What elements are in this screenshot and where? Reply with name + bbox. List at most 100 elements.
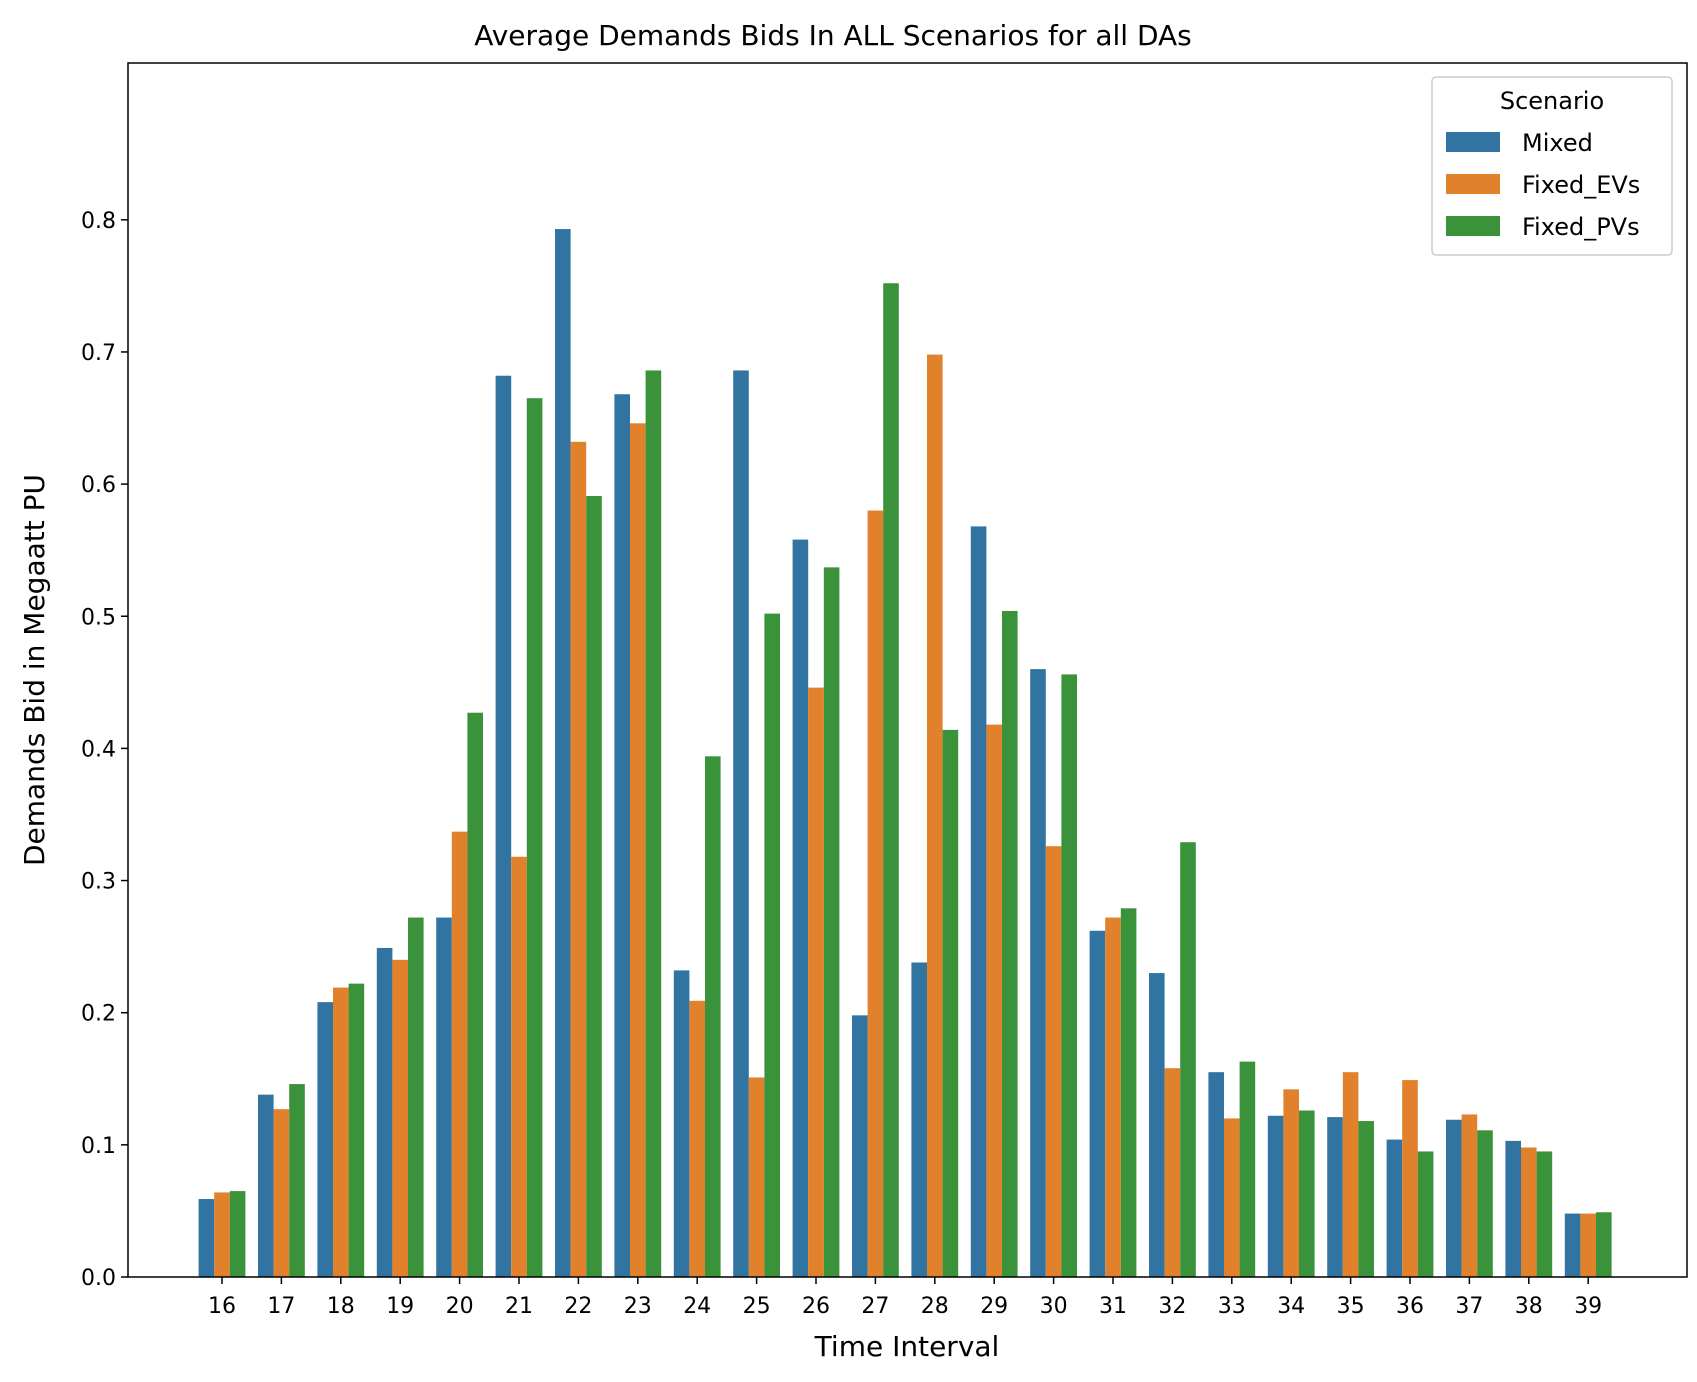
bar-fixed_evs-35 bbox=[1342, 1072, 1359, 1277]
bar-fixed_pvs-27 bbox=[883, 283, 899, 1277]
bar-fixed_pvs-38 bbox=[1536, 1151, 1553, 1277]
x-tick-label: 36 bbox=[1396, 1294, 1424, 1319]
y-tick-label: 0.5 bbox=[81, 605, 116, 630]
x-tick-label: 19 bbox=[386, 1294, 414, 1319]
bar-fixed_pvs-36 bbox=[1417, 1151, 1434, 1277]
bar-fixed_evs-39 bbox=[1580, 1213, 1596, 1277]
bar-fixed_evs-30 bbox=[1045, 846, 1062, 1277]
y-tick-label: 0.7 bbox=[81, 341, 116, 366]
bar-mixed-27 bbox=[852, 1015, 868, 1277]
bar-fixed_evs-32 bbox=[1164, 1068, 1181, 1277]
x-tick-label: 28 bbox=[921, 1294, 949, 1319]
bar-fixed_pvs-31 bbox=[1120, 908, 1137, 1277]
x-tick-label: 26 bbox=[802, 1294, 830, 1319]
bar-mixed-24 bbox=[673, 970, 690, 1277]
bar-mixed-31 bbox=[1089, 930, 1106, 1277]
x-tick-label: 37 bbox=[1455, 1294, 1483, 1319]
bar-fixed_evs-29 bbox=[986, 724, 1002, 1277]
y-tick-label: 0.3 bbox=[81, 870, 116, 895]
bar-mixed-36 bbox=[1386, 1139, 1403, 1277]
y-tick-label: 0.8 bbox=[81, 209, 116, 234]
bar-mixed-39 bbox=[1564, 1213, 1581, 1277]
bar-fixed_evs-23 bbox=[630, 423, 646, 1277]
x-tick-label: 25 bbox=[743, 1294, 771, 1319]
bar-fixed_pvs-20 bbox=[467, 712, 483, 1277]
x-tick-label: 22 bbox=[564, 1294, 592, 1319]
bar-mixed-19 bbox=[376, 947, 393, 1277]
x-tick-label: 39 bbox=[1574, 1294, 1602, 1319]
bar-fixed_pvs-28 bbox=[942, 729, 959, 1277]
legend-label-fixed_pvs: Fixed_PVs bbox=[1522, 213, 1640, 241]
bar-fixed_pvs-26 bbox=[823, 567, 840, 1277]
x-tick-label: 21 bbox=[505, 1294, 533, 1319]
bar-mixed-34 bbox=[1267, 1115, 1284, 1277]
legend-swatch-fixed_pvs bbox=[1446, 216, 1500, 236]
bar-mixed-33 bbox=[1208, 1072, 1224, 1277]
legend-swatch-fixed_evs bbox=[1446, 174, 1500, 194]
x-tick-label: 30 bbox=[1040, 1294, 1068, 1319]
bar-mixed-28 bbox=[911, 962, 927, 1277]
x-tick-label: 31 bbox=[1099, 1294, 1127, 1319]
bar-fixed_evs-25 bbox=[748, 1077, 765, 1277]
x-tick-label: 32 bbox=[1158, 1294, 1186, 1319]
bar-fixed_pvs-23 bbox=[645, 370, 662, 1277]
bar-mixed-21 bbox=[495, 375, 512, 1277]
bar-fixed_pvs-25 bbox=[764, 613, 780, 1277]
bar-fixed_pvs-35 bbox=[1358, 1121, 1374, 1277]
bar-mixed-38 bbox=[1505, 1140, 1521, 1277]
y-axis-label: Demands Bid in Megaatt PU bbox=[18, 474, 51, 866]
x-tick-label: 38 bbox=[1515, 1294, 1543, 1319]
bar-mixed-37 bbox=[1446, 1119, 1462, 1277]
bar-mixed-25 bbox=[733, 370, 749, 1277]
bar-fixed_evs-38 bbox=[1521, 1147, 1537, 1277]
bar-fixed_evs-17 bbox=[273, 1109, 290, 1277]
bar-fixed_pvs-19 bbox=[408, 917, 424, 1277]
x-axis-label: Time Interval bbox=[814, 1330, 1000, 1363]
y-tick-label: 0.6 bbox=[81, 473, 116, 498]
bar-fixed_pvs-21 bbox=[526, 398, 543, 1277]
bar-fixed_pvs-33 bbox=[1239, 1061, 1256, 1277]
bar-mixed-32 bbox=[1149, 973, 1165, 1277]
bar-fixed_evs-36 bbox=[1402, 1080, 1418, 1277]
bar-fixed_pvs-22 bbox=[586, 495, 602, 1277]
bar-fixed_evs-34 bbox=[1283, 1089, 1299, 1277]
bar-fixed_evs-22 bbox=[570, 441, 587, 1277]
x-axis-ticks: 16 17 18 19 20 21 22 23 24 25 26 27 28 29 30 31 32 33 34 35… bbox=[208, 1277, 1602, 1319]
bar-mixed-18 bbox=[317, 1002, 333, 1277]
y-tick-label: 0.2 bbox=[81, 1002, 116, 1027]
y-tick-label: 0.1 bbox=[81, 1134, 116, 1159]
y-tick-label: 0.0 bbox=[81, 1266, 116, 1291]
bar-mixed-30 bbox=[1030, 669, 1046, 1277]
bar-fixed_pvs-30 bbox=[1061, 674, 1077, 1277]
bar-fixed_pvs-32 bbox=[1180, 842, 1196, 1277]
bar-fixed_evs-26 bbox=[808, 687, 824, 1277]
bar-fixed_evs-28 bbox=[927, 354, 943, 1277]
legend-box bbox=[1431, 76, 1673, 256]
legend: Scenario Mixed Fixed_EVs Fixed_PVs bbox=[1431, 76, 1673, 256]
x-tick-label: 23 bbox=[624, 1294, 652, 1319]
bar-fixed_evs-33 bbox=[1224, 1118, 1240, 1277]
bar-mixed-35 bbox=[1327, 1117, 1343, 1277]
x-tick-label: 16 bbox=[208, 1294, 236, 1319]
bar-mixed-17 bbox=[258, 1094, 274, 1277]
bar-fixed_evs-20 bbox=[451, 831, 468, 1277]
bar-fixed_pvs-17 bbox=[289, 1084, 305, 1277]
bar-fixed_pvs-18 bbox=[348, 983, 365, 1277]
bar-mixed-29 bbox=[970, 526, 987, 1277]
legend-label-mixed: Mixed bbox=[1522, 129, 1593, 157]
x-tick-label: 20 bbox=[446, 1294, 474, 1319]
bar-fixed_pvs-39 bbox=[1596, 1212, 1612, 1277]
bar-fixed_evs-21 bbox=[511, 856, 527, 1277]
y-axis-ticks: 0.0 0.1 0.2 0.3 0.4 0.5 0.6 0.7 0.8 bbox=[81, 209, 128, 1291]
bar-fixed_evs-37 bbox=[1461, 1114, 1478, 1277]
bar-mixed-20 bbox=[436, 917, 452, 1277]
x-tick-label: 34 bbox=[1277, 1294, 1305, 1319]
bar-mixed-22 bbox=[555, 229, 571, 1277]
bar-fixed_pvs-29 bbox=[1002, 610, 1018, 1277]
chart-title: Average Demands Bids In ALL Scenarios fo… bbox=[474, 19, 1192, 52]
bar-fixed_pvs-16 bbox=[229, 1191, 246, 1277]
bar-fixed_evs-27 bbox=[867, 510, 884, 1277]
x-tick-label: 17 bbox=[267, 1294, 295, 1319]
x-tick-label: 33 bbox=[1218, 1294, 1246, 1319]
